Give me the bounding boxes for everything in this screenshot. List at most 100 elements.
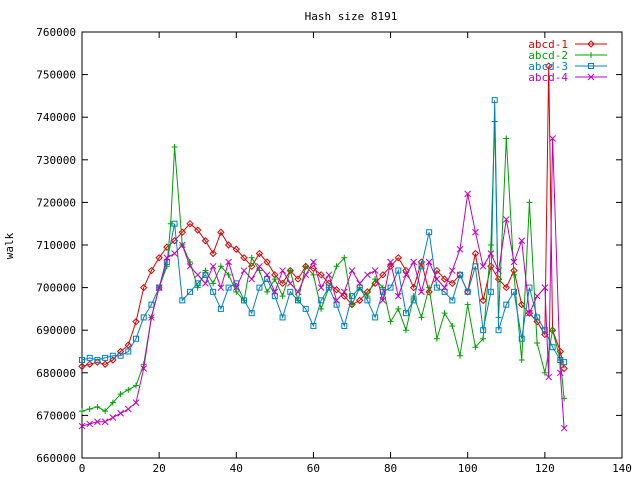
- data-point: [279, 267, 286, 274]
- data-point: [147, 266, 156, 275]
- series-abcd-3: [79, 97, 568, 366]
- data-point: [294, 275, 302, 283]
- data-point: [479, 296, 487, 305]
- data-point: [510, 258, 518, 266]
- data-point: [155, 284, 163, 291]
- series-abcd-4: [78, 135, 568, 432]
- data-point: [79, 408, 85, 415]
- data-point: [117, 391, 124, 398]
- data-point: [310, 271, 317, 278]
- y-tick-label: 690000: [36, 324, 76, 337]
- data-point: [441, 288, 448, 295]
- data-point: [480, 335, 487, 342]
- data-point: [425, 288, 433, 296]
- data-point: [225, 258, 232, 266]
- data-point: [163, 254, 171, 262]
- x-tick-label: 100: [458, 462, 478, 475]
- data-point: [201, 237, 210, 245]
- data-point: [248, 310, 255, 317]
- data-point: [109, 352, 116, 359]
- data-point: [549, 327, 556, 334]
- data-point: [109, 356, 117, 364]
- data-point: [256, 267, 263, 274]
- data-point: [525, 309, 534, 317]
- data-point: [271, 293, 278, 300]
- data-point: [387, 284, 394, 291]
- y-tick-label: 680000: [36, 367, 76, 380]
- data-point: [560, 364, 568, 373]
- data-point: [402, 266, 410, 275]
- data-point: [86, 354, 93, 361]
- data-point: [171, 220, 178, 227]
- data-point: [232, 284, 240, 291]
- data-point: [209, 249, 217, 258]
- data-point: [171, 144, 178, 151]
- y-tick-label: 760000: [36, 26, 76, 39]
- data-point: [549, 135, 556, 142]
- data-point: [194, 271, 202, 279]
- legend-label: abcd-3: [528, 60, 568, 73]
- data-point: [549, 344, 556, 351]
- data-point: [86, 406, 93, 413]
- data-point: [472, 344, 479, 351]
- data-point: [410, 297, 417, 304]
- chart-title: Hash size 8191: [305, 10, 398, 23]
- data-point: [526, 199, 533, 206]
- data-point: [263, 258, 271, 266]
- data-point: [491, 97, 498, 104]
- data-point: [178, 241, 186, 249]
- data-point: [148, 314, 155, 321]
- data-point: [503, 301, 510, 308]
- legend-label: abcd-2: [528, 49, 568, 62]
- data-point: [403, 327, 409, 334]
- data-point: [109, 414, 117, 421]
- data-point: [241, 297, 247, 304]
- data-point: [341, 254, 348, 261]
- data-point: [318, 297, 325, 304]
- x-tick-label: 80: [384, 462, 397, 475]
- data-point: [545, 373, 553, 381]
- data-point: [487, 288, 494, 295]
- data-point: [487, 242, 494, 248]
- data-point: [426, 284, 433, 291]
- data-point: [117, 409, 124, 417]
- x-tick-label: 120: [535, 462, 555, 475]
- data-point: [140, 365, 148, 372]
- data-point: [264, 276, 271, 283]
- data-point: [94, 357, 101, 364]
- legend-label: abcd-1: [528, 38, 568, 51]
- data-point: [372, 314, 379, 321]
- series-line: [81, 100, 565, 363]
- data-point: [545, 62, 553, 70]
- data-point: [202, 279, 209, 287]
- data-point: [410, 283, 418, 292]
- data-point: [449, 297, 456, 304]
- data-point: [394, 292, 402, 300]
- data-point: [240, 254, 248, 262]
- data-point: [325, 284, 332, 291]
- data-point: [248, 254, 255, 261]
- data-point: [418, 288, 425, 296]
- y-axis-label: walk: [3, 232, 16, 259]
- data-point: [471, 249, 480, 258]
- data-point: [379, 297, 387, 304]
- data-point: [511, 288, 517, 295]
- data-point: [179, 297, 186, 304]
- data-point: [156, 284, 163, 291]
- data-point: [449, 322, 456, 329]
- data-point: [295, 297, 301, 304]
- data-point: [148, 301, 155, 308]
- data-point: [495, 327, 502, 334]
- data-point: [94, 403, 101, 410]
- data-point: [317, 271, 325, 279]
- data-point: [502, 216, 510, 223]
- data-point: [332, 286, 341, 294]
- x-tick-label: 40: [230, 462, 243, 475]
- data-point: [433, 275, 441, 283]
- x-tick-label: 60: [307, 462, 320, 475]
- y-tick-label: 670000: [36, 409, 76, 422]
- data-point: [117, 352, 124, 359]
- data-point: [433, 335, 440, 342]
- data-point: [534, 339, 541, 346]
